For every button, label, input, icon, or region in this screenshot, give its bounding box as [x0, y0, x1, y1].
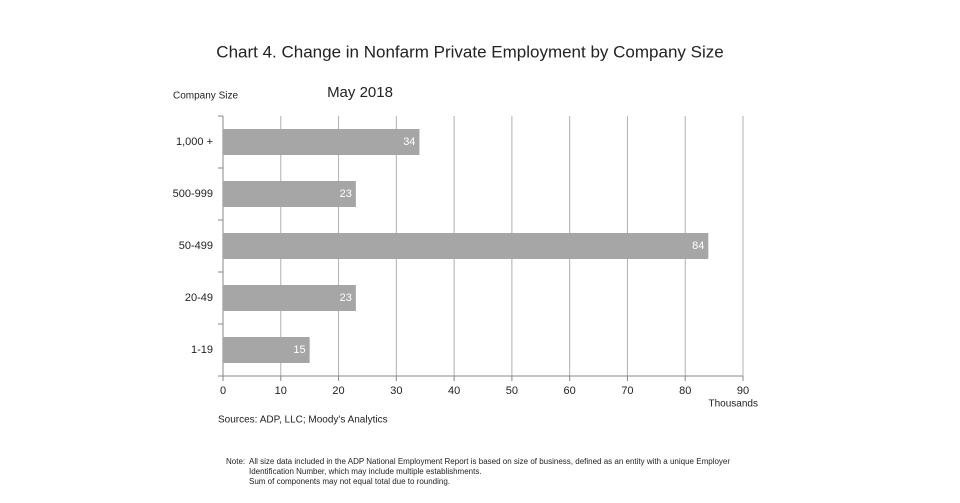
data-label: 15	[293, 344, 305, 356]
source: Sources: ADP, LLC; Moody's Analytics	[218, 415, 388, 426]
note-line: Identification Number, which may include…	[249, 467, 482, 476]
bar	[223, 285, 356, 311]
x-tick-label: 30	[390, 385, 402, 397]
x-tick-label: 80	[679, 385, 691, 397]
y-tick-label: 1-19	[191, 344, 213, 356]
note-label: Note:	[226, 457, 245, 466]
bar	[223, 181, 356, 207]
x-tick-label: 20	[332, 385, 344, 397]
bar	[223, 233, 709, 259]
x-axis-label: Thousands	[709, 399, 758, 410]
data-label: 34	[403, 136, 415, 148]
x-tick-label: 40	[448, 385, 460, 397]
y-tick-label: 1,000 +	[176, 136, 213, 148]
data-label: 23	[340, 188, 352, 200]
x-tick-label: 0	[220, 385, 226, 397]
note-line: All size data included in the ADP Nation…	[249, 457, 730, 466]
y-tick-label: 500-999	[173, 188, 213, 200]
data-label: 84	[692, 240, 704, 252]
x-tick-label: 60	[564, 385, 576, 397]
x-tick-label: 10	[275, 385, 287, 397]
bar	[223, 129, 420, 155]
chart-title: Chart 4. Change in Nonfarm Private Emplo…	[216, 42, 723, 61]
x-tick-label: 70	[621, 385, 633, 397]
data-label: 23	[340, 292, 352, 304]
x-tick-label: 90	[737, 385, 749, 397]
x-tick-label: 50	[506, 385, 518, 397]
note-line: Sum of components may not equal total du…	[249, 477, 450, 486]
y-tick-label: 50-499	[179, 240, 213, 252]
y-tick-label: 20-49	[185, 292, 213, 304]
y-axis-label: Company Size	[173, 91, 238, 102]
chart-subtitle: May 2018	[327, 84, 393, 101]
bar	[223, 337, 310, 363]
